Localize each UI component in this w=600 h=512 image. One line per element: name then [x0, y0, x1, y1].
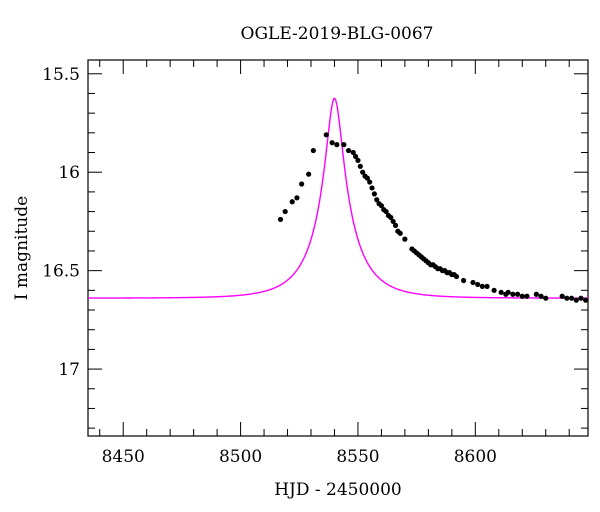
data-point — [498, 289, 504, 295]
data-point — [514, 291, 521, 297]
data-point — [364, 175, 370, 181]
data-point — [564, 295, 570, 301]
data-point — [510, 291, 516, 297]
data-point — [479, 283, 485, 289]
data-point — [524, 293, 530, 299]
data-point — [475, 281, 481, 288]
data-point — [345, 147, 352, 154]
data-point — [374, 197, 380, 203]
data-point — [470, 279, 476, 286]
data-point — [367, 179, 373, 185]
data-point — [371, 191, 377, 197]
data-point — [559, 293, 565, 299]
data-point — [568, 295, 575, 301]
data-point — [378, 203, 385, 209]
data-point — [397, 230, 403, 236]
data-point — [519, 293, 525, 299]
x-tick-label: 8550 — [336, 447, 379, 467]
data-point — [583, 297, 588, 303]
data-point — [329, 140, 335, 146]
data-point — [360, 169, 366, 175]
data-point — [543, 295, 549, 301]
x-tick-label: 8450 — [102, 447, 145, 467]
data-point — [460, 277, 467, 284]
y-tick-label: 16.5 — [42, 262, 80, 282]
data-point — [491, 287, 497, 293]
data-point — [353, 153, 359, 160]
data-point — [294, 195, 300, 201]
y-tick-label: 16 — [58, 163, 80, 183]
x-tick-label: 8500 — [219, 447, 262, 467]
x-axis-label: HJD - 2450000 — [274, 480, 402, 500]
x-tick-label: 8600 — [454, 447, 497, 467]
data-point — [484, 283, 490, 289]
data-point — [341, 142, 347, 148]
data-point — [578, 295, 584, 301]
data-point — [277, 216, 284, 223]
data-point — [355, 157, 361, 163]
data-point — [453, 273, 460, 280]
data-point — [390, 218, 396, 225]
plot-frame — [87, 59, 589, 437]
y-axis-label: I magnitude — [12, 196, 32, 300]
y-tick-label: 17 — [58, 360, 80, 380]
data-point — [357, 163, 363, 169]
y-tick-label: 15.5 — [42, 65, 80, 85]
model-curve — [88, 97, 588, 299]
tick-labels: 8450 8500 8550 8600 15.5 16 16.5 17 — [42, 65, 497, 467]
data-point — [289, 199, 295, 205]
data-point — [323, 132, 329, 138]
data-point — [310, 147, 316, 154]
data-point — [369, 185, 375, 191]
data-point — [282, 208, 288, 215]
data-point — [573, 297, 579, 303]
chart-title: OGLE-2019-BLG-0067 — [241, 24, 434, 44]
data-point — [402, 236, 408, 242]
data-point — [388, 214, 394, 221]
data-point — [334, 142, 340, 148]
data-point — [299, 181, 305, 187]
data-points — [277, 132, 588, 303]
data-point — [350, 149, 356, 156]
data-point — [392, 222, 399, 228]
data-point — [383, 208, 389, 215]
data-point — [306, 171, 312, 177]
data-point — [533, 291, 539, 297]
data-point — [538, 293, 544, 299]
axis-ticks — [88, 60, 588, 436]
data-point — [505, 289, 511, 295]
